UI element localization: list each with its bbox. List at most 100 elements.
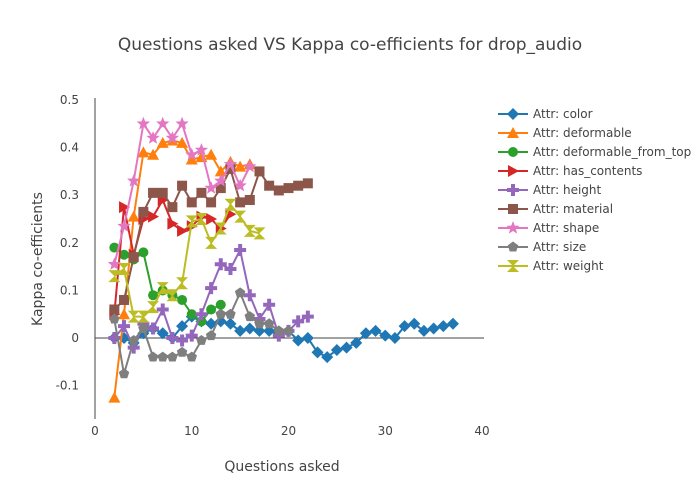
data-point <box>301 332 314 345</box>
legend-marker <box>507 127 519 138</box>
series-7 <box>109 287 294 379</box>
data-point <box>234 210 247 223</box>
x-tick-label: 10 <box>184 424 199 438</box>
data-point <box>272 329 285 342</box>
data-point <box>254 166 265 177</box>
data-point <box>117 219 131 232</box>
data-point <box>234 287 246 298</box>
data-point <box>446 317 459 330</box>
data-point <box>108 332 121 345</box>
data-point <box>176 334 189 347</box>
data-point <box>417 324 430 337</box>
legend-item: Attr: height <box>498 183 602 197</box>
data-point <box>108 270 121 283</box>
data-point <box>118 308 131 320</box>
legend-item: Attr: color <box>498 107 593 121</box>
legend-marker <box>506 221 520 234</box>
legend-item: Attr: size <box>498 240 586 254</box>
data-point <box>369 324 382 337</box>
data-point <box>302 178 313 189</box>
legend-label: Attr: shape <box>533 221 599 235</box>
data-point <box>206 197 217 208</box>
data-point <box>359 327 372 340</box>
data-point <box>156 303 169 316</box>
legend-marker <box>508 147 518 157</box>
data-point <box>205 148 218 160</box>
data-point <box>214 173 228 187</box>
data-point <box>214 165 227 177</box>
data-point <box>205 236 218 249</box>
data-point <box>167 351 178 362</box>
data-point <box>176 346 188 357</box>
data-point <box>175 116 189 130</box>
legend-marker <box>507 241 519 252</box>
series-8 <box>108 198 266 323</box>
data-point <box>119 249 130 260</box>
legend-marker <box>508 165 519 177</box>
data-point <box>437 320 450 333</box>
data-point <box>233 178 247 192</box>
data-point <box>176 277 189 290</box>
legend-marker <box>507 184 519 196</box>
data-point <box>224 263 237 276</box>
data-point <box>148 210 160 223</box>
data-point <box>340 341 353 354</box>
data-point <box>223 157 238 170</box>
data-point <box>243 289 256 302</box>
data-point <box>118 263 131 276</box>
x-axis-title: Questions asked <box>224 459 339 475</box>
y-tick-label: 0.1 <box>60 283 79 297</box>
legend-marker <box>507 260 519 272</box>
data-point <box>293 180 304 191</box>
y-tick-label: -0.1 <box>56 379 79 393</box>
data-point <box>264 180 275 191</box>
data-point <box>194 142 209 156</box>
data-point <box>186 197 197 208</box>
data-point <box>243 224 256 237</box>
data-point <box>215 308 227 319</box>
legend-label: Attr: has_contents <box>533 164 642 178</box>
data-point <box>206 304 217 315</box>
y-tick-label: 0.5 <box>60 93 79 107</box>
data-point <box>127 210 140 222</box>
data-point <box>157 187 168 198</box>
data-point <box>311 346 324 359</box>
y-tick-label: 0 <box>71 331 79 345</box>
data-point <box>263 318 275 329</box>
data-point <box>118 368 130 379</box>
data-point <box>214 258 227 271</box>
data-point <box>166 332 179 345</box>
data-point <box>165 131 180 144</box>
data-point <box>283 183 294 194</box>
data-point <box>109 304 120 315</box>
legend-label: Attr: height <box>533 183 602 197</box>
data-point <box>398 320 411 333</box>
legend-item: Attr: material <box>498 202 613 216</box>
data-point <box>195 213 208 226</box>
data-point <box>127 341 140 354</box>
data-point <box>127 310 140 323</box>
plot-area: -0.1 0 0.1 0.2 0.3 0.4 0.5 0 10 20 30 40 <box>56 93 490 438</box>
legend-label: Attr: weight <box>533 259 604 273</box>
data-point <box>156 136 169 148</box>
data-point <box>185 153 198 165</box>
data-point <box>148 187 159 198</box>
data-point <box>204 181 218 194</box>
data-point <box>109 242 120 253</box>
data-point <box>177 294 188 305</box>
data-point <box>147 301 160 314</box>
data-point <box>185 147 199 161</box>
data-point <box>157 351 168 362</box>
data-point <box>195 308 208 321</box>
legend-label: Attr: deformable_from_top <box>533 145 691 159</box>
data-point <box>107 257 122 270</box>
data-point <box>235 197 246 208</box>
data-point <box>350 336 363 349</box>
data-point <box>196 187 207 198</box>
data-point <box>224 317 237 330</box>
data-point <box>138 206 149 217</box>
legend-item: Attr: shape <box>498 221 599 235</box>
data-point <box>109 313 120 324</box>
data-point <box>206 213 218 226</box>
